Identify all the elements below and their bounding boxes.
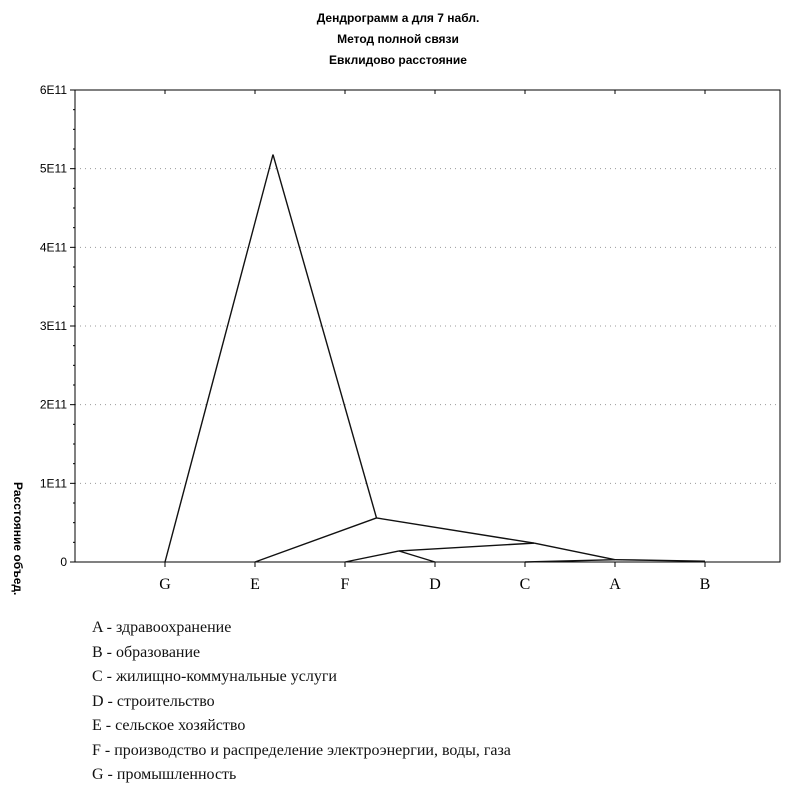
- y-tick-label: 2E11: [40, 398, 67, 412]
- legend-item-e: E - сельское хозяйство: [92, 717, 246, 734]
- y-tick-label: 0: [60, 555, 67, 569]
- title-line: Евклидово расстояние: [329, 53, 467, 67]
- legend-item-b: B - образование: [92, 643, 201, 661]
- y-axis-label: Расстояние объед.: [11, 482, 25, 595]
- y-tick-label: 1E11: [40, 476, 67, 490]
- title-line: Дендрограмм а для 7 набл.: [317, 11, 480, 25]
- x-tick-label: C: [520, 576, 531, 593]
- dendrogram-segment: [344, 550, 400, 563]
- legend-item-c: C - жилищно-коммунальные услуги: [92, 668, 337, 685]
- x-tick-label: D: [429, 576, 441, 593]
- dendrogram-segment: [272, 154, 378, 519]
- x-tick-label: B: [700, 576, 711, 593]
- y-axis: 0 1E11 2E11 3E11 4E11 5E11 6E11: [40, 83, 75, 569]
- dendrogram-segment: [254, 517, 377, 563]
- chart-title: Дендрограмм а для 7 набл. Метод полной св…: [317, 11, 480, 67]
- grid-lines: [75, 168, 780, 484]
- legend-item-a: A - здравоохранение: [92, 619, 232, 636]
- y-tick-label: 4E11: [40, 240, 67, 254]
- dendrogram-segment: [398, 542, 535, 552]
- dendrogram-segment: [164, 154, 274, 563]
- y-tick-label: 3E11: [40, 319, 67, 333]
- dendrogram-segment: [524, 558, 616, 563]
- legend-item-f: F - производство и распределение электро…: [92, 741, 511, 759]
- dendrogram-segment: [533, 542, 616, 561]
- x-tick-label: F: [341, 576, 350, 593]
- dendrogram-lines: [164, 154, 706, 563]
- legend-item-g: G - промышленность: [92, 766, 237, 783]
- y-tick-label: 6E11: [40, 83, 67, 97]
- x-tick-label: A: [609, 576, 621, 593]
- y-tick-label: 5E11: [40, 162, 67, 176]
- legend-item-d: D - строительство: [92, 692, 215, 710]
- dendrogram-segment: [376, 517, 535, 544]
- x-tick-label: E: [250, 576, 260, 593]
- x-tick-label: G: [159, 576, 171, 593]
- dendrogram-chart: Дендрограмм а для 7 набл. Метод полной св…: [11, 11, 781, 595]
- dendrogram-segment: [614, 558, 706, 562]
- legend: A - здравоохранение B - образование C - …: [92, 616, 511, 788]
- dendrogram-segment: [398, 550, 436, 563]
- title-line: Метод полной связи: [337, 32, 459, 46]
